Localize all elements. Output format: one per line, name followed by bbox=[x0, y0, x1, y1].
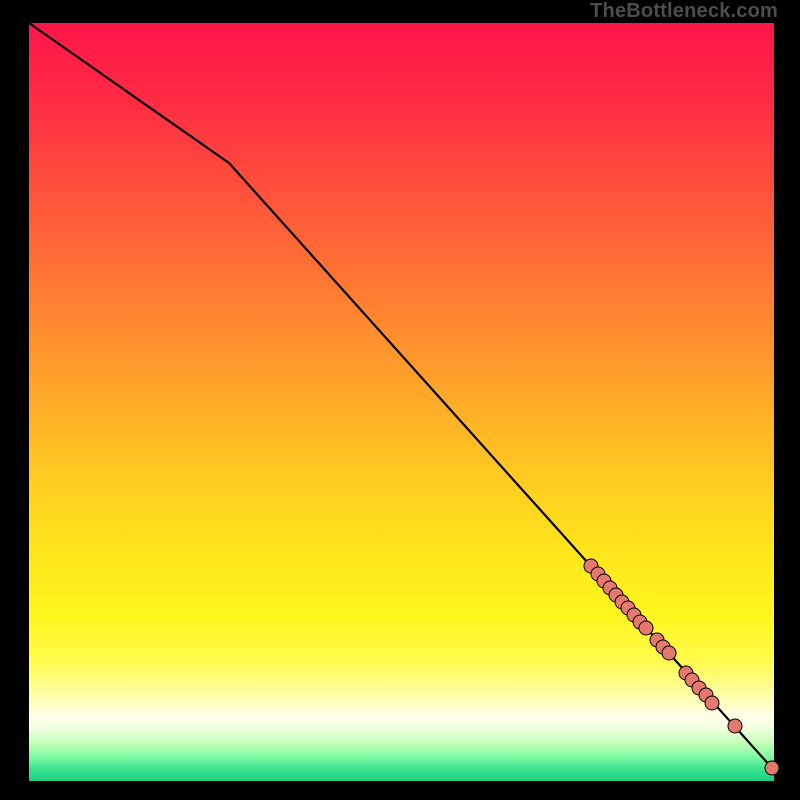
chart-frame: TheBottleneck.com bbox=[0, 0, 800, 800]
data-marker bbox=[765, 761, 779, 775]
data-marker bbox=[639, 621, 653, 635]
data-marker bbox=[705, 696, 719, 710]
watermark-label: TheBottleneck.com bbox=[590, 0, 778, 23]
chart-svg bbox=[0, 0, 800, 800]
data-marker bbox=[728, 719, 742, 733]
data-marker bbox=[662, 646, 676, 660]
plot-background bbox=[29, 23, 774, 781]
